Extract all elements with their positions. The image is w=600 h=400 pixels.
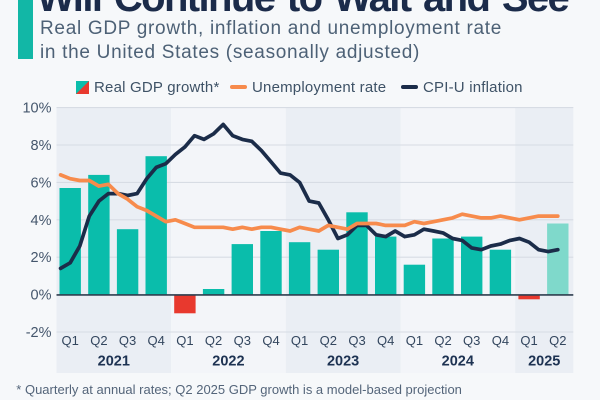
svg-text:Q1: Q1	[520, 333, 537, 348]
svg-text:8%: 8%	[31, 138, 52, 154]
svg-text:Q4: Q4	[377, 333, 394, 348]
svg-text:Q4: Q4	[492, 333, 509, 348]
svg-text:Q1: Q1	[62, 333, 79, 348]
svg-text:Q2: Q2	[434, 333, 451, 348]
svg-text:2022: 2022	[212, 354, 244, 370]
svg-text:2023: 2023	[327, 354, 359, 370]
svg-text:Q1: Q1	[406, 333, 423, 348]
svg-text:Q1: Q1	[176, 333, 193, 348]
svg-text:Q2: Q2	[205, 333, 222, 348]
svg-text:Q2: Q2	[320, 333, 337, 348]
svg-text:Q4: Q4	[148, 333, 165, 348]
svg-text:Q4: Q4	[262, 333, 279, 348]
svg-text:Q3: Q3	[463, 333, 480, 348]
svg-text:Q2: Q2	[90, 333, 107, 348]
svg-text:6%: 6%	[31, 175, 52, 191]
svg-text:2024: 2024	[442, 354, 474, 370]
svg-text:Q3: Q3	[348, 333, 365, 348]
svg-text:Q2: Q2	[549, 333, 566, 348]
svg-text:4%: 4%	[31, 213, 52, 229]
svg-text:Q3: Q3	[119, 333, 136, 348]
svg-text:Q1: Q1	[291, 333, 308, 348]
svg-text:2025: 2025	[528, 354, 560, 370]
svg-text:-2%: -2%	[26, 325, 52, 341]
svg-text:2%: 2%	[31, 250, 52, 266]
svg-text:Q3: Q3	[234, 333, 251, 348]
svg-text:0%: 0%	[31, 288, 52, 304]
svg-text:2021: 2021	[98, 354, 130, 370]
svg-text:10%: 10%	[22, 101, 51, 117]
